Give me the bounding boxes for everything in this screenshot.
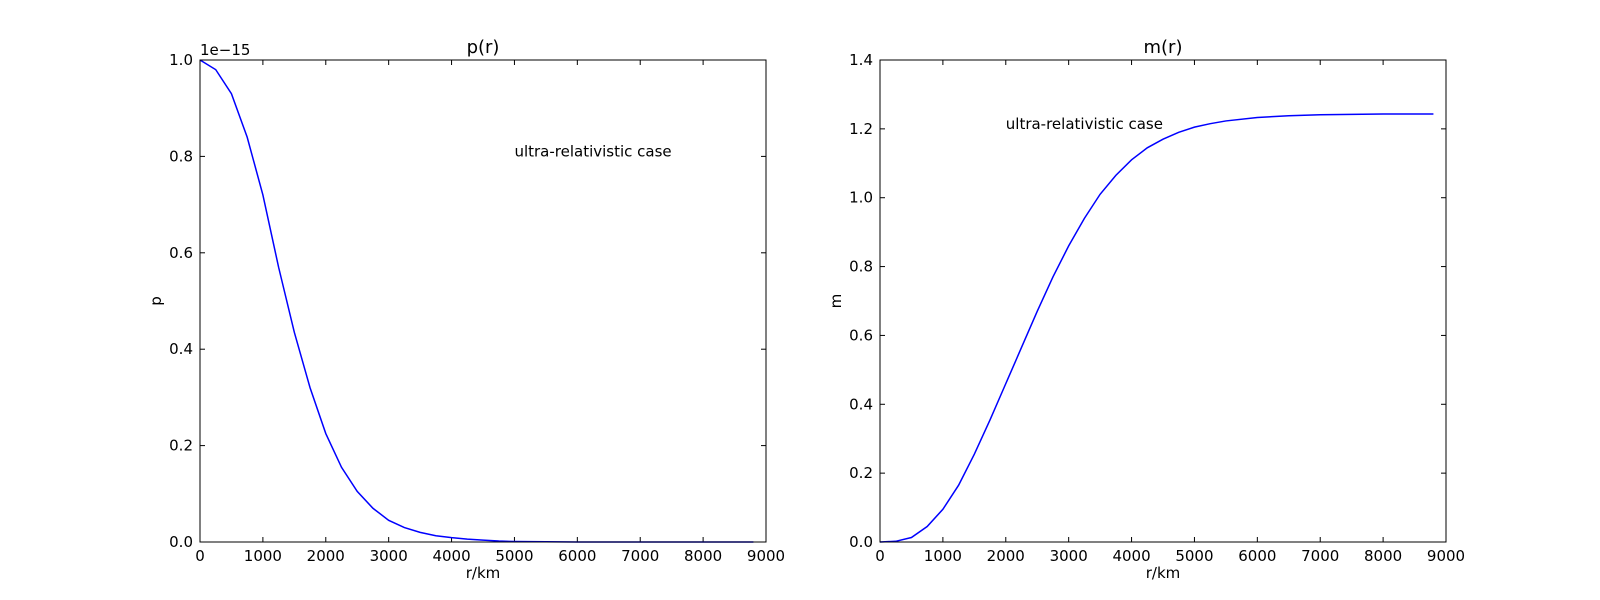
mass-chart: 0 1000 2000 3000 4000 5000 6000 7000 8000 9000 0.0… [827, 37, 1465, 582]
mass-y-tick-label: 0.0 [849, 533, 873, 551]
mass-y-tick-label: 0.4 [849, 395, 873, 413]
pressure-y-tick-label: 0.8 [169, 147, 193, 165]
mass-x-tick-label: 9000 [1427, 547, 1465, 565]
mass-y-tick-label: 1.2 [849, 120, 873, 138]
pressure-x-tick-label: 7000 [621, 547, 659, 565]
mass-y-tick-label: 1.4 [849, 51, 873, 69]
pressure-y-tick-label: 1.0 [169, 51, 193, 69]
mass-y-axis-label: m [827, 294, 845, 309]
mass-chart-title: m(r) [1144, 37, 1183, 58]
mass-x-tick-label: 3000 [1050, 547, 1088, 565]
mass-y-tick-label: 0.2 [849, 464, 873, 482]
mass-annotation: ultra-relativistic case [1006, 115, 1163, 133]
pressure-y-tick-label: 0.0 [169, 533, 193, 551]
mass-x-tick-label: 5000 [1175, 547, 1213, 565]
pressure-x-tick-label: 4000 [432, 547, 470, 565]
mass-x-tick-label: 0 [875, 547, 885, 565]
pressure-ticks: 0 1000 2000 3000 4000 5000 6000 7000 8000 9000 0.0… [169, 51, 785, 565]
pressure-x-tick-label: 1000 [244, 547, 282, 565]
pressure-x-tick-label: 3000 [370, 547, 408, 565]
mass-x-axis-label: r/km [1146, 564, 1181, 582]
mass-series-line [879, 113, 1434, 543]
mass-x-tick-label: 6000 [1238, 547, 1276, 565]
mass-x-tick-label: 1000 [924, 547, 962, 565]
mass-plot-frame [879, 59, 1447, 543]
mass-x-tick-label: 2000 [987, 547, 1025, 565]
pressure-y-tick-label: 0.6 [169, 244, 193, 262]
pressure-chart: 0 1000 2000 3000 4000 5000 6000 7000 8000 9000 0.0… [147, 37, 785, 582]
pressure-x-tick-label: 5000 [495, 547, 533, 565]
pressure-x-tick-label: 2000 [307, 547, 345, 565]
mass-x-tick-label: 4000 [1112, 547, 1150, 565]
pressure-x-tick-label: 8000 [684, 547, 722, 565]
mass-x-tick-label: 7000 [1301, 547, 1339, 565]
mass-plot-area [880, 60, 1446, 542]
pressure-annotation: ultra-relativistic case [514, 142, 671, 160]
pressure-y-axis-label: p [147, 296, 165, 306]
mass-y-tick-label: 0.8 [849, 258, 873, 276]
pressure-y-tick-label: 0.4 [169, 340, 193, 358]
pressure-y-offset-label: 1e−15 [200, 41, 250, 59]
pressure-x-axis-label: r/km [466, 564, 501, 582]
pressure-y-tick-label: 0.2 [169, 437, 193, 455]
pressure-plot-frame [199, 59, 767, 543]
mass-x-tick-label: 8000 [1364, 547, 1402, 565]
mass-y-tick-label: 1.0 [849, 189, 873, 207]
pressure-x-tick-label: 6000 [558, 547, 596, 565]
pressure-chart-title: p(r) [467, 37, 500, 58]
pressure-x-tick-label: 0 [195, 547, 205, 565]
pressure-plot-area [200, 60, 766, 542]
mass-ticks: 0 1000 2000 3000 4000 5000 6000 7000 8000 9000 0.0… [849, 51, 1465, 565]
pressure-x-tick-label: 9000 [747, 547, 785, 565]
mass-y-tick-label: 0.6 [849, 326, 873, 344]
